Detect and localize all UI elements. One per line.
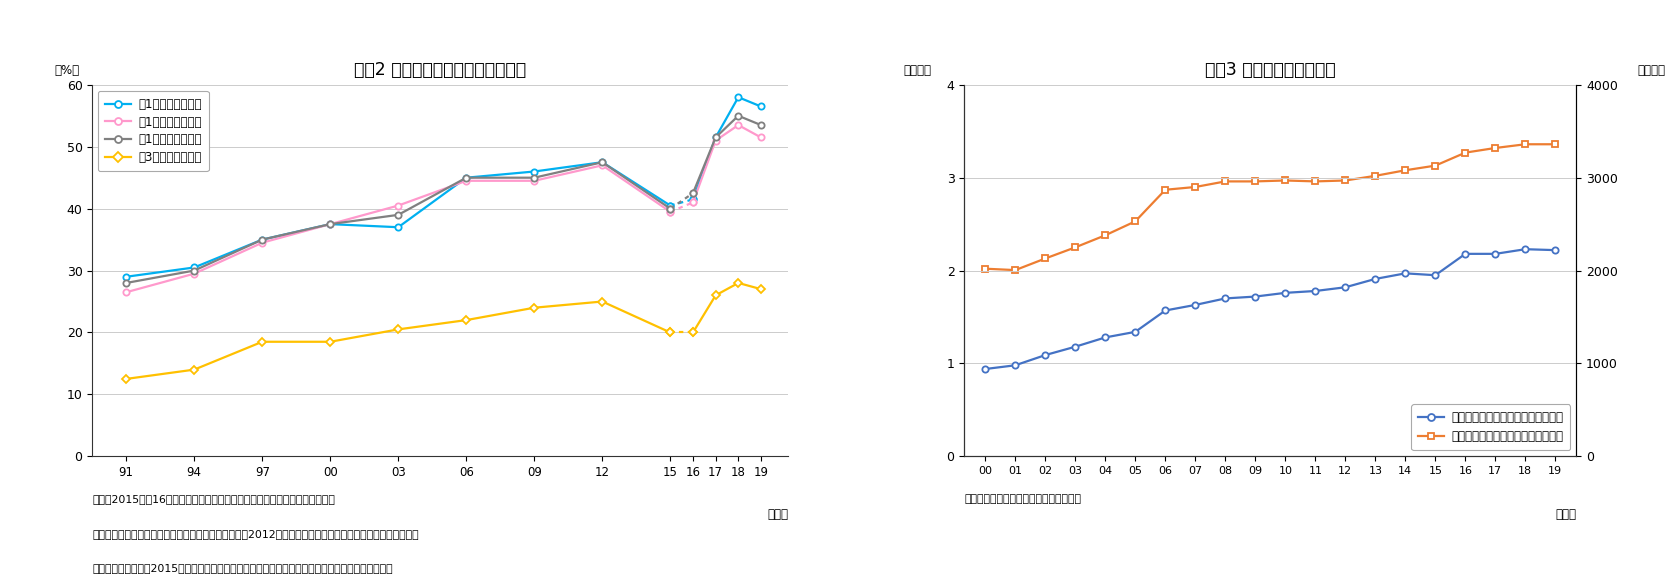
Text: （出所）内閣府「体力・スポーツに関する世論調査（2012年まで）」「東京オリンピック・パラリンピック: （出所）内閣府「体力・スポーツに関する世論調査（2012年まで）」「東京オリンピ…	[92, 529, 419, 539]
Text: （%）: （%）	[54, 64, 79, 77]
Legend: フィットネスクラブ利用者（左軸）, フィットネスクラブ売上高（右軸）: フィットネスクラブ利用者（左軸）, フィットネスクラブ売上高（右軸）	[1412, 404, 1570, 450]
Legend: 週1日以上（男性）, 週1日以上（女性）, 週1日以上（全体）, 週3日以上（全体）: 週1日以上（男性）, 週1日以上（女性）, 週1日以上（全体）, 週3日以上（全…	[99, 91, 210, 171]
Text: （出所）特定サービス産業動態統計調査: （出所）特定サービス産業動態統計調査	[964, 494, 1082, 504]
Title: 図表3 フィットネスクラブ: 図表3 フィットネスクラブ	[1206, 61, 1335, 79]
Text: （億人）: （億人）	[902, 64, 931, 77]
Text: （年）: （年）	[766, 508, 788, 521]
Title: 図表2 成人のスポーツ実施率の推移: 図表2 成人のスポーツ実施率の推移	[354, 61, 527, 79]
Text: （注）2015年と16年の間で調査方法に変化があったことから点線としている: （注）2015年と16年の間で調査方法に変化があったことから点線としている	[92, 494, 335, 504]
Text: （年）: （年）	[1555, 508, 1576, 521]
Text: に関する世論調査（2015年）、スポーツ庁「令和元年度スポーツの実施状況等に関する世論調査」: に関する世論調査（2015年）、スポーツ庁「令和元年度スポーツの実施状況等に関す…	[92, 563, 392, 573]
Text: （億円）: （億円）	[1637, 64, 1665, 77]
